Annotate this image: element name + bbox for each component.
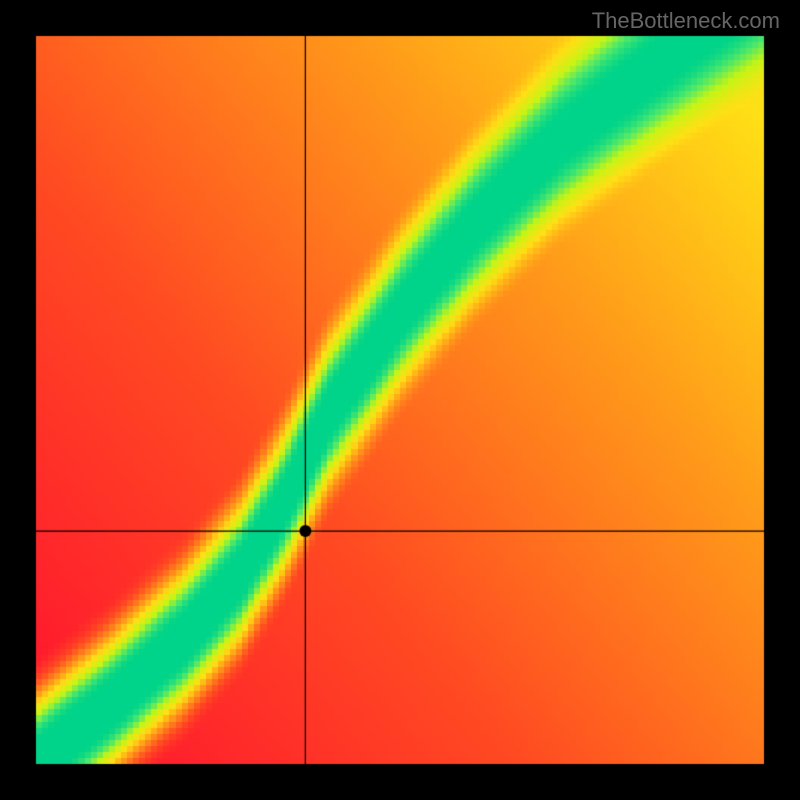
chart-container: TheBottleneck.com <box>0 0 800 800</box>
bottleneck-heatmap <box>0 0 800 800</box>
watermark-text: TheBottleneck.com <box>592 8 780 34</box>
